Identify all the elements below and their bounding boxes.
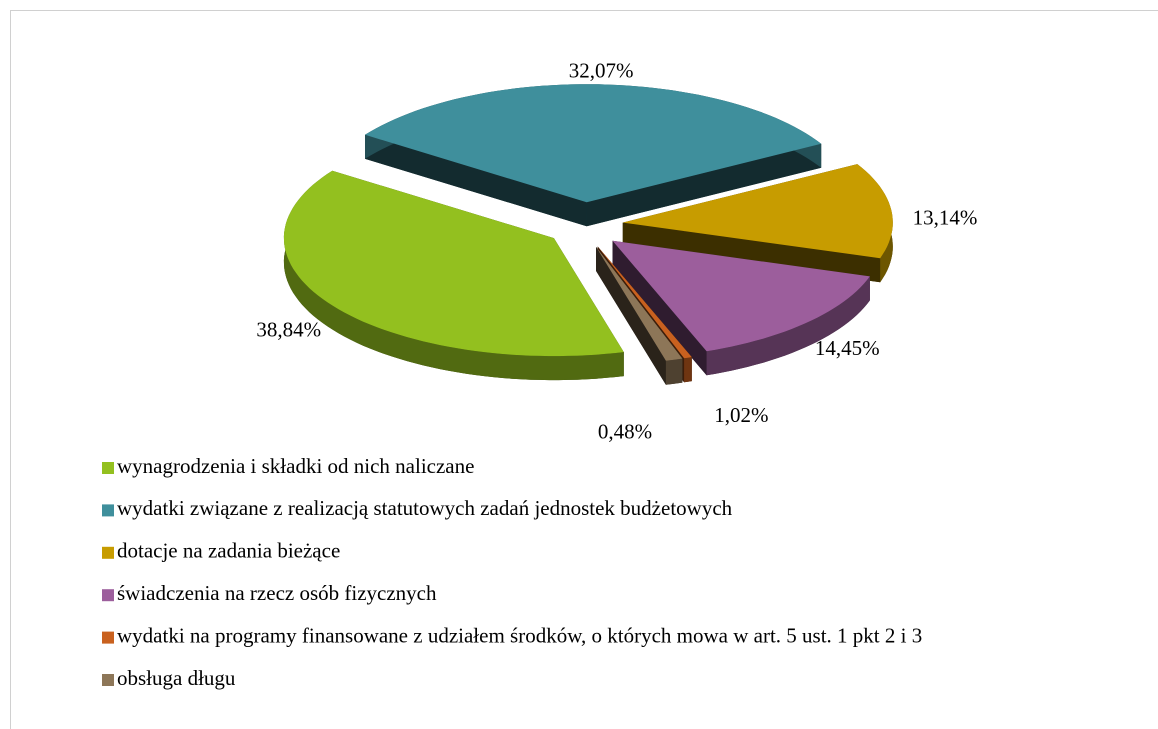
slice [612, 240, 870, 352]
legend-marker [102, 674, 114, 686]
legend-label: wydatki na programy finansowane z udział… [117, 623, 922, 647]
data-label: 14,45% [815, 336, 880, 360]
slice-face [622, 222, 881, 283]
slice-rim [283, 170, 624, 381]
data-label: 38,84% [256, 317, 321, 341]
legend-label: wynagrodzenia i składki od nich naliczan… [117, 454, 474, 478]
pie: 38,84% 32,07% 13,14% 14,45% 0,48% 1,02% [256, 59, 977, 444]
legend-marker [102, 589, 114, 602]
legend-marker [102, 546, 114, 559]
slice-face [596, 246, 666, 385]
slice-rim [706, 276, 870, 376]
slice [365, 84, 822, 203]
slice [597, 246, 692, 359]
data-label: 1,02% [714, 403, 768, 427]
legend-marker [102, 504, 114, 517]
slice-rim [665, 358, 683, 385]
slice [622, 164, 893, 259]
data-label: 32,07% [569, 59, 634, 83]
slice [283, 170, 624, 357]
slice-face [365, 134, 587, 227]
legend-label: świadczenia na rzecz osób fizycznych [117, 581, 437, 605]
legend-label: dotacje na zadania bieżące [117, 539, 340, 563]
legend-label: wydatki związane z realizacją statutowyc… [117, 496, 733, 520]
slice-face [586, 143, 822, 227]
legend: wynagrodzenia i składki od nich naliczan… [102, 454, 922, 690]
legend-marker [102, 631, 114, 644]
slice [596, 246, 683, 361]
data-label: 13,14% [913, 205, 978, 229]
data-label: 0,48% [598, 420, 652, 444]
slice-face [612, 240, 707, 376]
slice-rim [684, 357, 692, 383]
legend-marker [102, 462, 114, 474]
legend-label: obsługa długu [117, 666, 236, 690]
chart-border [10, 10, 1158, 729]
